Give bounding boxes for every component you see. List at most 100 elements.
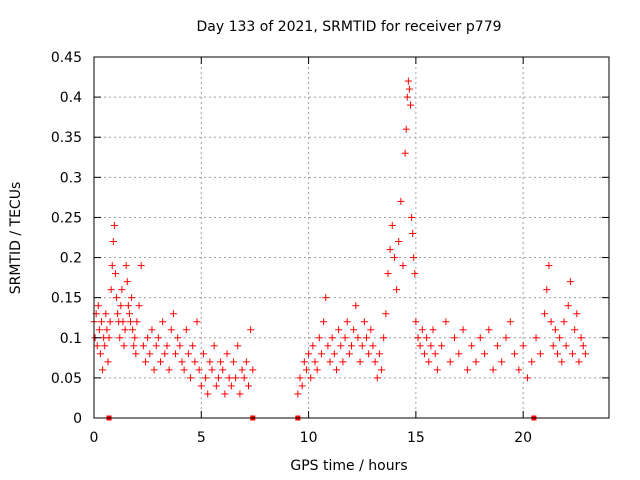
data-point <box>431 350 439 358</box>
y-tick-label: 0.45 <box>51 50 82 66</box>
data-point <box>144 334 152 342</box>
data-point <box>459 326 467 334</box>
data-point <box>463 366 471 374</box>
data-point <box>423 334 431 342</box>
data-point <box>511 350 519 358</box>
data-point <box>367 326 375 334</box>
data-point <box>571 326 579 334</box>
data-point <box>169 310 177 318</box>
data-point <box>108 262 116 270</box>
data-point <box>375 350 383 358</box>
data-point <box>106 318 114 326</box>
data-point <box>313 366 321 374</box>
data-point <box>348 342 355 350</box>
data-point <box>206 358 214 366</box>
data-point <box>309 342 317 350</box>
data-point <box>427 342 435 350</box>
data-point <box>404 77 412 85</box>
x-tick-label: 15 <box>407 430 425 446</box>
data-point <box>93 342 101 350</box>
data-point <box>425 358 433 366</box>
data-point <box>399 262 407 270</box>
data-point <box>554 350 561 358</box>
x-axis-label: GPS time / hours <box>290 458 407 474</box>
data-point <box>390 254 398 262</box>
data-point <box>135 302 143 310</box>
data-point <box>101 342 109 350</box>
data-point <box>545 262 553 270</box>
data-point <box>114 310 122 318</box>
data-point <box>132 350 140 358</box>
data-point <box>131 334 139 342</box>
data-point <box>118 286 126 294</box>
data-point <box>315 334 323 342</box>
data-point <box>133 318 141 326</box>
data-point <box>236 390 244 398</box>
data-point <box>227 382 235 390</box>
data-point <box>485 326 493 334</box>
data-point <box>150 366 158 374</box>
data-point <box>219 366 227 374</box>
data-point <box>302 366 310 374</box>
data-point <box>408 213 416 221</box>
data-point <box>142 358 149 366</box>
data-point <box>551 326 559 334</box>
data-point <box>210 342 218 350</box>
data-point <box>573 310 581 318</box>
data-point <box>111 270 119 278</box>
data-point <box>532 334 540 342</box>
data-point <box>575 358 583 366</box>
data-point <box>326 358 334 366</box>
x-tick-label: 5 <box>197 430 206 446</box>
data-point <box>320 318 328 326</box>
data-point <box>161 350 169 358</box>
data-point <box>569 350 577 358</box>
data-point <box>378 366 386 374</box>
data-point <box>187 374 195 382</box>
data-point <box>420 350 428 358</box>
data-point <box>401 149 409 157</box>
data-point <box>515 366 523 374</box>
data-point <box>566 278 574 286</box>
data-point <box>541 310 549 318</box>
data-point <box>433 366 441 374</box>
data-point <box>208 366 216 374</box>
data-point <box>180 366 188 374</box>
data-point <box>330 350 338 358</box>
data-point <box>407 101 415 109</box>
x-tick-label: 10 <box>300 430 318 446</box>
data-point <box>414 334 422 342</box>
data-point <box>212 382 220 390</box>
data-point <box>116 334 124 342</box>
data-point <box>234 342 242 350</box>
plot-frame <box>93 56 610 419</box>
data-point <box>411 270 419 278</box>
data-point <box>564 302 572 310</box>
data-point <box>371 358 379 366</box>
data-point <box>502 334 510 342</box>
data-point <box>418 326 426 334</box>
data-point <box>242 358 250 366</box>
data-point <box>341 334 349 342</box>
data-point <box>328 334 336 342</box>
data-point <box>409 229 417 237</box>
data-point <box>382 310 390 318</box>
data-point <box>229 358 237 366</box>
y-tick-label: 0.35 <box>51 130 82 146</box>
data-point <box>245 382 252 390</box>
y-tick-label: 0.4 <box>60 90 82 106</box>
data-point <box>167 326 175 334</box>
data-point <box>128 294 136 302</box>
data-point <box>107 286 115 294</box>
data-point <box>163 342 171 350</box>
y-tick-label: 0.25 <box>51 210 82 226</box>
data-point <box>130 342 138 350</box>
y-tick-label: 0.2 <box>60 251 82 267</box>
data-point <box>369 342 377 350</box>
data-point <box>352 302 360 310</box>
data-point <box>549 342 557 350</box>
data-point <box>307 374 315 382</box>
data-point <box>356 358 364 366</box>
data-point <box>240 374 248 382</box>
